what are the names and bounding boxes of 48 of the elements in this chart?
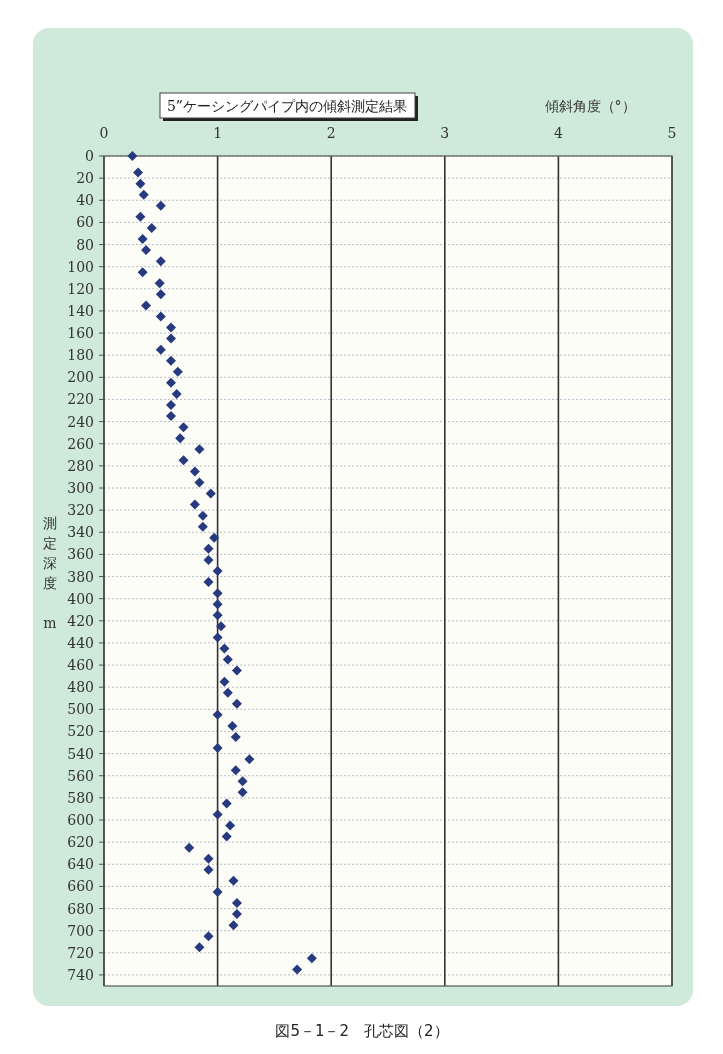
y-tick-label: 320 [67,502,94,519]
y-tick-label: 180 [67,347,94,364]
y-tick-label: 480 [67,679,94,696]
y-tick-label: 140 [67,302,94,319]
caption: 図5－1－2 孔芯図（2） [275,1022,449,1040]
y-tick-label: 460 [67,657,94,674]
x-axis-title: 傾斜角度（°） [544,98,636,114]
y-tick-label: 280 [67,457,94,474]
y-tick-label: 640 [67,856,94,873]
y-tick-label: 440 [67,634,94,651]
y-tick-label: 360 [67,546,94,563]
x-tick-label: 2 [326,125,336,141]
y-tick-label: 160 [67,325,94,342]
text: 測定深度 m [43,515,57,631]
y-tick-label: 100 [67,258,94,275]
y-tick-label: 620 [67,834,94,851]
y-tick-label: 120 [67,280,94,297]
x-tick-label: 1 [213,125,223,141]
y-tick-label: 680 [67,900,94,917]
y-tick-label: 300 [67,480,94,496]
y-tick-label: 80 [76,236,94,253]
y-tick-label: 420 [67,612,94,629]
y-tick-label: 40 [76,192,94,209]
y-tick-label: 20 [76,170,94,187]
y-tick-label: 700 [67,922,94,939]
y-tick-label: 380 [67,568,94,585]
x-tick-label: 4 [553,125,563,141]
y-tick-label: 600 [67,812,94,828]
y-tick-label: 580 [67,789,94,806]
y-tick-label: 60 [76,214,94,231]
y-tick-label: 720 [67,944,94,961]
x-tick-label: 5 [667,125,677,141]
y-tick-label: 200 [67,369,94,386]
y-tick-label: 500 [67,701,94,718]
y-tick-label: 660 [67,878,94,895]
y-tick-label: 340 [67,524,94,541]
y-tick-label: 260 [67,435,94,452]
y-tick-label: 740 [67,966,94,983]
y-tick-label: 220 [67,391,94,408]
x-tick-label: 0 [99,125,109,141]
x-tick-label: 3 [440,125,450,141]
chart-title: 5”ケーシングパイプ内の傾斜測定結果 [166,98,408,114]
y-tick-label: 0 [85,148,94,164]
y-tick-label: 560 [67,767,94,784]
y-tick-label: 240 [67,413,94,430]
y-tick-label: 400 [67,590,94,607]
y-tick-label: 540 [67,745,94,762]
y-tick-label: 520 [67,723,94,740]
